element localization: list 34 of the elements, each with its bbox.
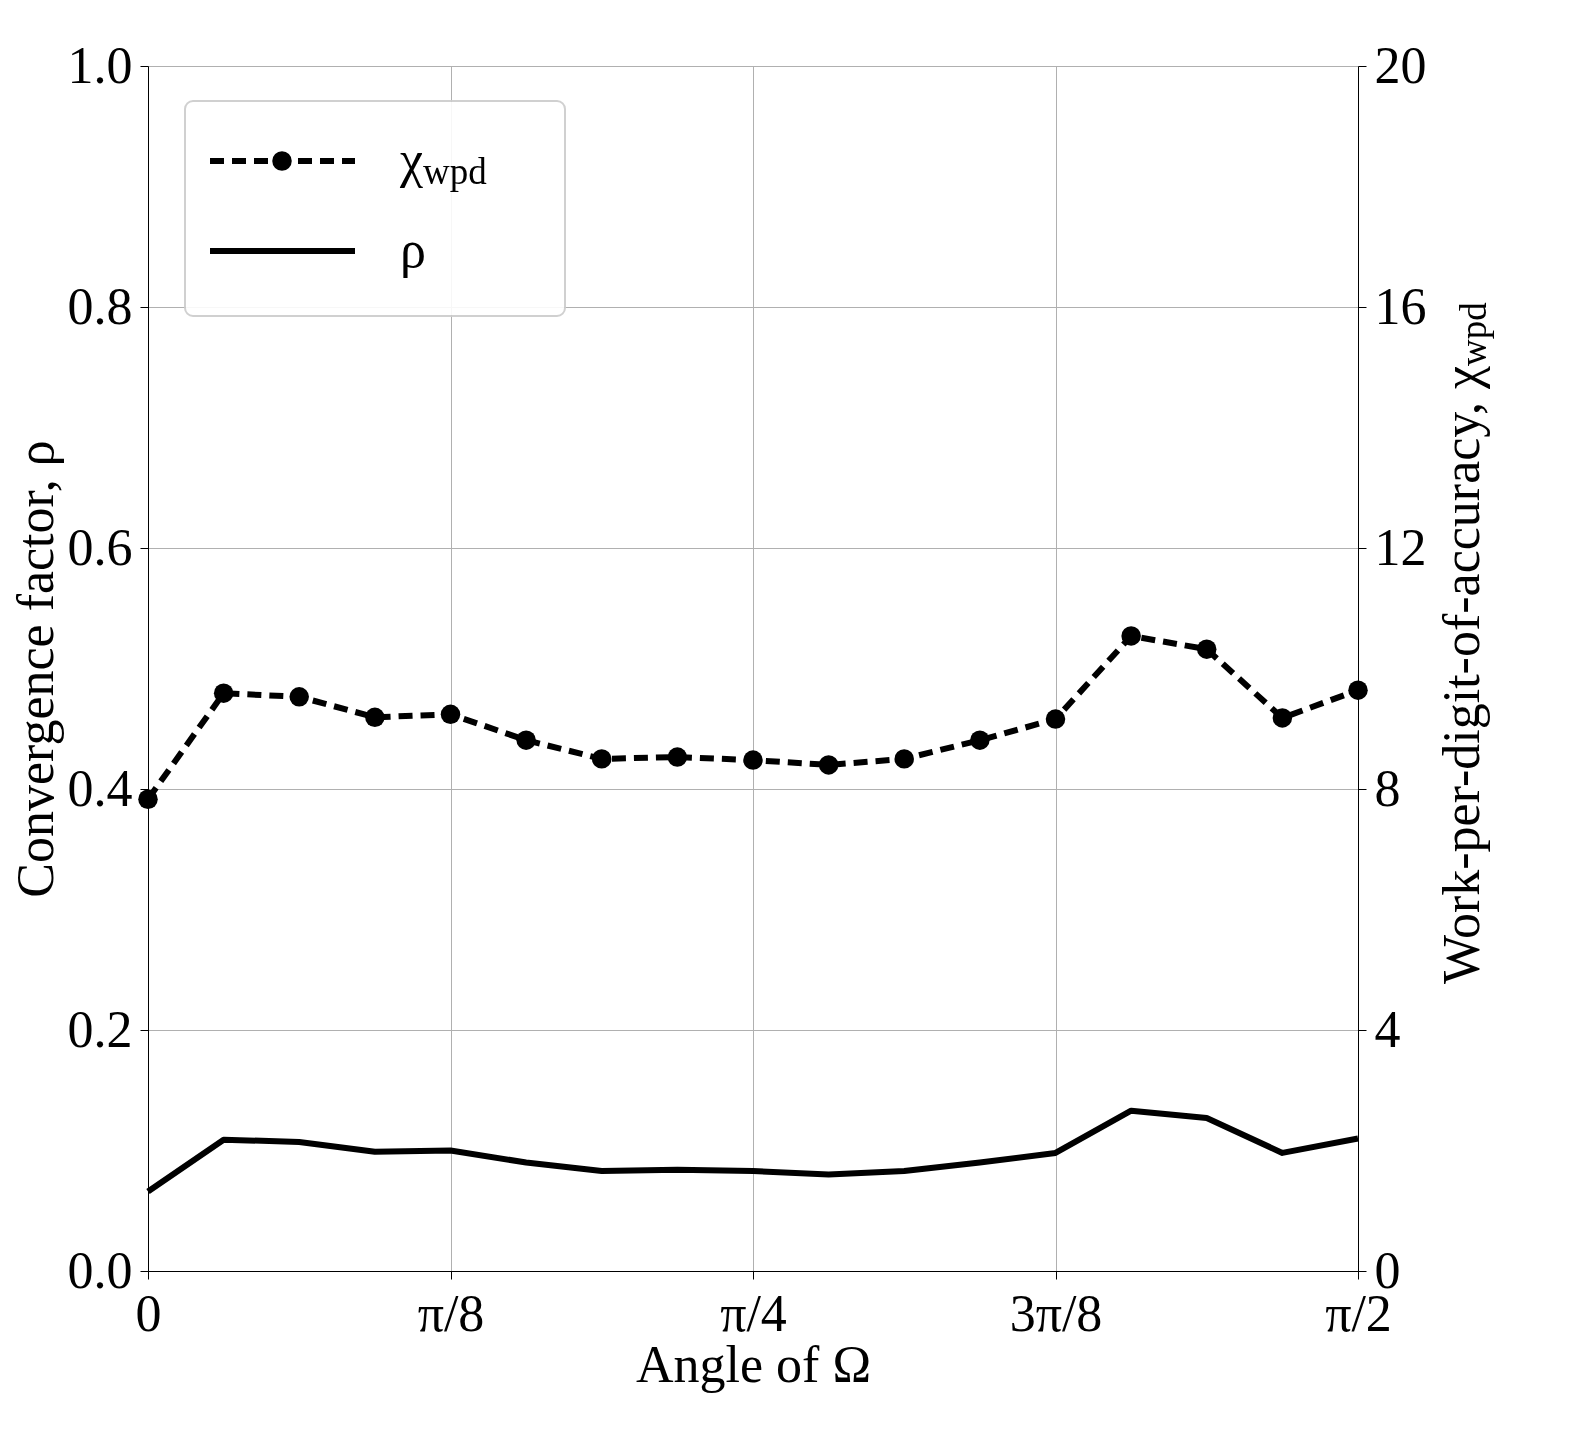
point	[1196, 639, 1217, 659]
point	[365, 707, 385, 728]
point	[1272, 708, 1293, 728]
y2-tick-label: 4	[1374, 1000, 1401, 1058]
point	[289, 687, 309, 707]
y-axis-title: Convergence factor, ρ	[6, 440, 64, 898]
y-tick-label: 0.4	[67, 759, 133, 817]
point	[743, 750, 763, 770]
point	[1121, 626, 1141, 646]
point	[516, 730, 536, 750]
y-tick-label: 0.0	[67, 1241, 133, 1299]
point	[1045, 709, 1066, 729]
point	[213, 683, 234, 703]
point	[970, 730, 990, 750]
x-tick-label: 0	[135, 1284, 162, 1342]
point	[591, 749, 612, 769]
y2-tick-label: 8	[1374, 759, 1401, 817]
point	[818, 755, 839, 775]
x-tick-label: π/8	[417, 1284, 485, 1342]
y2-tick-label: 16	[1374, 277, 1427, 335]
point	[894, 749, 914, 769]
x-tick-label: 3π/8	[1009, 1284, 1103, 1342]
y2-tick-label: 20	[1374, 36, 1427, 94]
point	[667, 747, 688, 767]
legend-label: ρ	[400, 221, 426, 278]
y-tick-label: 0.6	[67, 518, 133, 576]
y-tick-label: 0.8	[67, 277, 133, 335]
point	[440, 704, 461, 725]
y-tick-label: 1.0	[67, 36, 133, 94]
y2-tick-label: 12	[1374, 518, 1427, 576]
y-tick-label: 0.2	[67, 1000, 133, 1058]
y2-axis-title: Work-per-digit-of-accuracy, χwpd	[1433, 301, 1494, 984]
point	[1348, 680, 1368, 700]
point	[138, 789, 158, 809]
